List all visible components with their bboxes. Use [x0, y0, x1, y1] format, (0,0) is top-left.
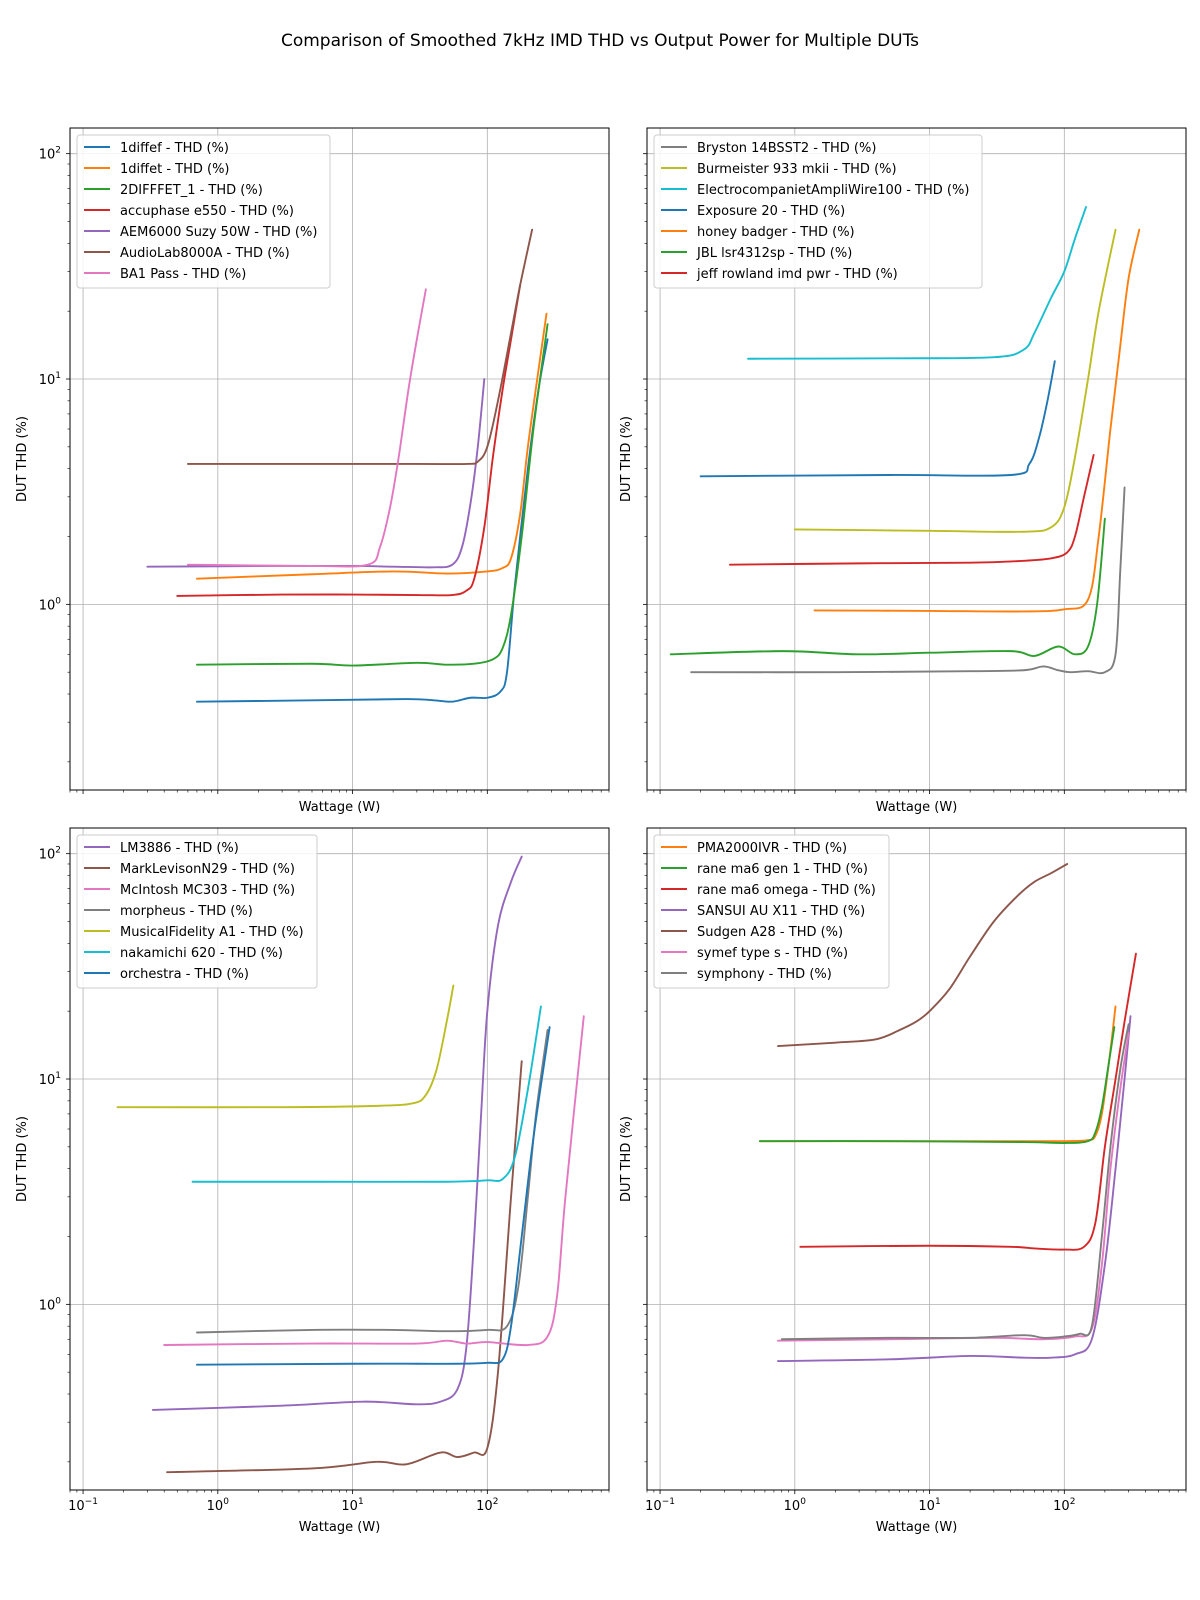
- x-tick-label: 102: [1053, 1497, 1075, 1514]
- legend-label: AEM6000 Suzy 50W - THD (%): [120, 225, 317, 240]
- legend-label: rane ma6 omega - THD (%): [697, 883, 876, 898]
- legend-label: SANSUI AU X11 - THD (%): [697, 904, 865, 919]
- series-line-2: [793, 228, 1117, 533]
- series-line-5: [146, 378, 486, 569]
- axes-frame: [69, 827, 610, 1491]
- y-tick-label: 101: [39, 1071, 61, 1088]
- subplot-4: 10−1 100 101 102 Wattage (W) DUT THD (%) PMA20…: [619, 827, 1187, 1535]
- y-tick-label: 100: [39, 1296, 62, 1313]
- series-line-1: [195, 338, 549, 703]
- y-tick-label: 100: [39, 596, 62, 613]
- legend-label: McIntosh MC303 - THD (%): [120, 883, 295, 898]
- legend-label: 1diffet - THD (%): [120, 162, 230, 177]
- y-tick-label: 101: [39, 371, 61, 388]
- legend-label: BA1 Pass - THD (%): [120, 267, 246, 282]
- x-tick-label: 10−1: [645, 1497, 675, 1514]
- legend-label: morpheus - THD (%): [120, 904, 253, 919]
- legend-label: symef type s - THD (%): [697, 946, 848, 961]
- series-line-3: [195, 323, 549, 667]
- x-tick-label: 101: [918, 1497, 940, 1514]
- legend-label: MusicalFidelity A1 - THD (%): [120, 925, 304, 940]
- y-axis-label: DUT THD (%): [15, 1116, 30, 1202]
- axes-frame: [646, 827, 1187, 1491]
- subplot-1: 100 101 102 Wattage (W) DUT THD (%) 1diffef -…: [15, 127, 610, 815]
- legend-label: LM3886 - THD (%): [120, 841, 239, 856]
- series-line-6: [191, 1005, 542, 1183]
- series-line-4: [777, 1015, 1132, 1363]
- x-axis-label: Wattage (W): [876, 1520, 958, 1535]
- legend-label: PMA2000IVR - THD (%): [697, 841, 847, 856]
- legend-label: rane ma6 gen 1 - THD (%): [697, 862, 868, 877]
- x-axis-label: Wattage (W): [876, 800, 958, 815]
- legend-label: Sudgen A28 - THD (%): [697, 925, 843, 940]
- x-tick-label: 101: [341, 1497, 363, 1514]
- series-line-7: [728, 454, 1095, 566]
- series-line-4: [699, 360, 1056, 478]
- legend: 1diffef - THD (%) 1diffet - THD (%) 2DIFFF…: [76, 134, 331, 289]
- series-lines: [669, 206, 1141, 675]
- series-line-2: [195, 312, 548, 580]
- series-line-2: [758, 1026, 1116, 1144]
- legend-label: Exposure 20 - THD (%): [697, 204, 845, 219]
- legend-label: MarkLevisonN29 - THD (%): [120, 862, 295, 877]
- x-tick-label: 100: [784, 1497, 807, 1514]
- legend-label: symphony - THD (%): [697, 967, 832, 982]
- series-line-7: [780, 1023, 1130, 1341]
- figure-title: Comparison of Smoothed 7kHz IMD THD vs O…: [281, 31, 919, 51]
- series-line-6: [186, 228, 534, 466]
- legend-label: Burmeister 933 mkii - THD (%): [697, 162, 897, 177]
- legend: Bryston 14BSST2 - THD (%) Burmeister 933 …: [653, 134, 983, 289]
- series-line-1: [690, 486, 1126, 675]
- series-line-3: [799, 952, 1137, 1251]
- subplot-3: 10−1 100 101 102 100 101 102 Wattage (W) DUT THD…: [15, 827, 610, 1535]
- axes-frame: [69, 127, 610, 791]
- series-lines: [116, 855, 585, 1474]
- series-line-7: [186, 288, 427, 568]
- y-axis-label: DUT THD (%): [619, 416, 634, 502]
- series-line-4: [176, 284, 522, 597]
- legend-box: [653, 134, 983, 289]
- legend-label: Bryston 14BSST2 - THD (%): [697, 141, 876, 156]
- series-line-6: [777, 1032, 1130, 1342]
- series-line-3: [163, 1015, 585, 1347]
- legend-label: nakamichi 620 - THD (%): [120, 946, 283, 961]
- series-line-6: [669, 517, 1106, 657]
- y-tick-label: 102: [39, 846, 61, 863]
- legend-label: orchestra - THD (%): [120, 967, 249, 982]
- legend-label: honey badger - THD (%): [697, 225, 855, 240]
- legend-label: accuphase e550 - THD (%): [120, 204, 294, 219]
- series-line-5: [116, 984, 455, 1109]
- y-axis-label: DUT THD (%): [619, 1116, 634, 1202]
- y-axis-label: DUT THD (%): [15, 416, 30, 502]
- series-lines: [146, 228, 549, 703]
- legend-box: [76, 134, 331, 289]
- subplot-2: Wattage (W) DUT THD (%) Bryston 14BSST2 - …: [619, 127, 1187, 815]
- axes-frame: [646, 127, 1187, 791]
- x-tick-label: 100: [207, 1497, 230, 1514]
- series-line-7: [195, 1026, 551, 1366]
- x-tick-label: 10−1: [68, 1497, 98, 1514]
- legend-label: AudioLab8000A - THD (%): [120, 246, 290, 261]
- series-lines: [758, 863, 1137, 1363]
- series-line-2: [166, 1060, 523, 1474]
- legend-label: 2DIFFFET_1 - THD (%): [120, 183, 263, 198]
- legend: LM3886 - THD (%) MarkLevisonN29 - THD (%)…: [76, 834, 318, 989]
- legend-box: [76, 834, 318, 989]
- y-tick-label: 102: [39, 146, 61, 163]
- series-line-5: [777, 863, 1069, 1048]
- series-line-3: [747, 206, 1087, 360]
- subplot-grid: 100 101 102 Wattage (W) DUT THD (%) 1diffef -…: [15, 127, 1187, 1535]
- legend-label: 1diffef - THD (%): [120, 141, 229, 156]
- legend-label: jeff rowland imd pwr - THD (%): [696, 267, 898, 282]
- x-tick-label: 102: [476, 1497, 498, 1514]
- legend-label: JBL lsr4312sp - THD (%): [696, 246, 852, 261]
- legend: PMA2000IVR - THD (%) rane ma6 gen 1 - THD…: [653, 834, 890, 989]
- legend-label: ElectrocompanietAmpliWire100 - THD (%): [697, 183, 969, 198]
- series-line-5: [813, 228, 1141, 613]
- series-line-1: [758, 1005, 1117, 1143]
- x-axis-label: Wattage (W): [299, 1520, 381, 1535]
- x-axis-label: Wattage (W): [299, 800, 381, 815]
- legend-box: [653, 834, 890, 989]
